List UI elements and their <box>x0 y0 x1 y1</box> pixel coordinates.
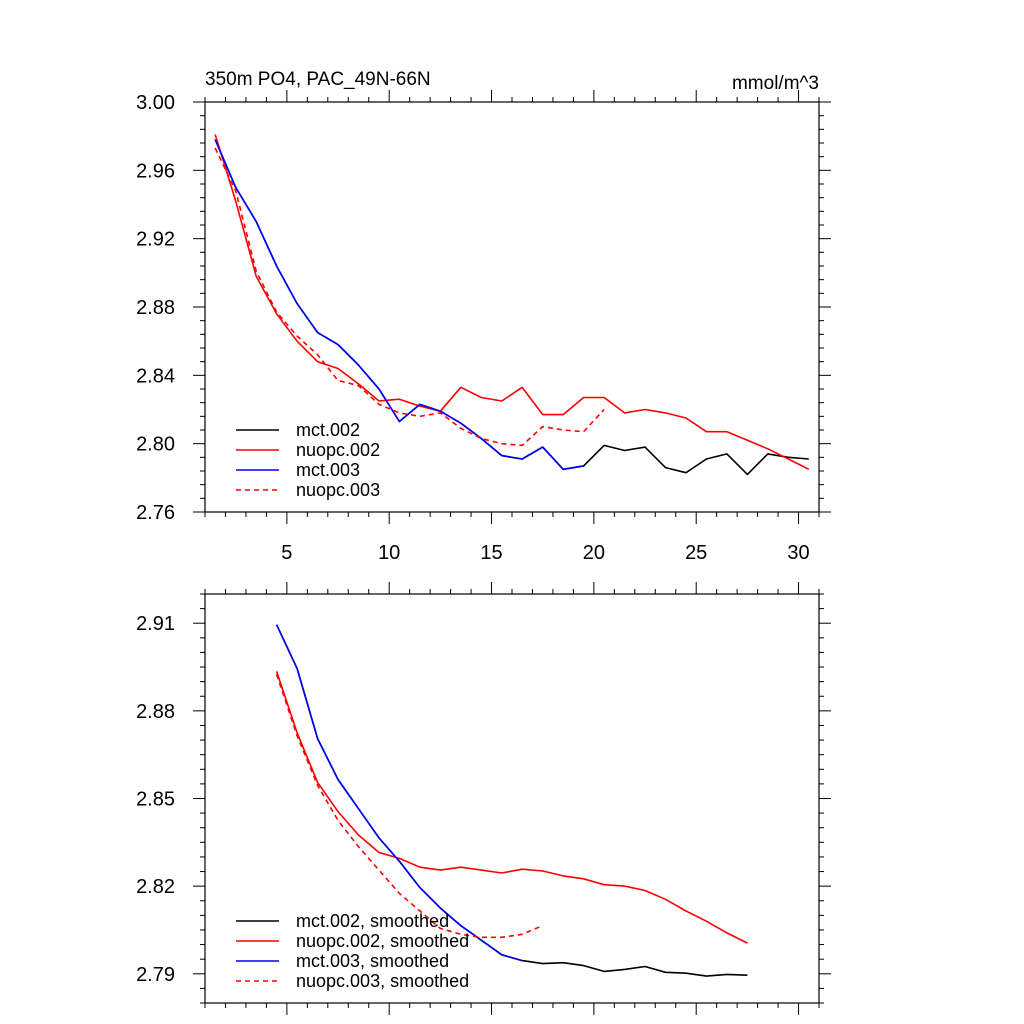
series-line-mct-003-smoothed <box>275 624 523 962</box>
y-tick-label: 2.88 <box>136 701 175 723</box>
series-line-nuopc-003-smoothed <box>275 674 544 939</box>
y-tick-label: 2.84 <box>136 365 175 387</box>
legend-label: mct.003 <box>296 460 360 480</box>
series-line-mct-003 <box>214 139 584 471</box>
x-tick-label: 10 <box>378 542 400 564</box>
units-label: mmol/m^3 <box>732 73 819 94</box>
series-line-nuopc-002-smoothed <box>275 671 748 944</box>
y-tick-label: 3.00 <box>136 92 175 114</box>
legend-label: mct.002, smoothed <box>296 911 449 931</box>
y-tick-label: 2.91 <box>136 613 175 635</box>
chart-title: 350m PO4, PAC_49N-66N <box>205 69 431 90</box>
y-tick-label: 2.76 <box>136 502 175 524</box>
y-tick-label: 2.80 <box>136 434 175 456</box>
legend-label: mct.003, smoothed <box>296 951 449 971</box>
legend-label: nuopc.003, smoothed <box>296 971 469 991</box>
x-tick-label: 20 <box>583 542 605 564</box>
legend-label: nuopc.002, smoothed <box>296 931 469 951</box>
x-tick-label: 25 <box>685 542 707 564</box>
legend-label: nuopc.003 <box>296 480 380 500</box>
y-tick-label: 2.79 <box>136 964 175 986</box>
y-tick-label: 2.92 <box>136 229 175 251</box>
x-tick-label: 5 <box>281 542 292 564</box>
legend-label: mct.002 <box>296 420 360 440</box>
top-panel: 5 10 15 20 25 30 2.76 2.80 2.84 2.88 2.92 2.96 3.00 3… <box>136 69 831 564</box>
x-tick-label: 15 <box>480 542 502 564</box>
y-tick-label: 2.82 <box>136 876 175 898</box>
legend-label: nuopc.002 <box>296 440 380 460</box>
x-tick-label: 30 <box>787 542 809 564</box>
y-tick-label: 2.96 <box>136 160 175 182</box>
series-line-nuopc-003 <box>214 147 605 447</box>
series-line-nuopc-002 <box>214 134 810 471</box>
y-tick-label: 2.88 <box>136 297 175 319</box>
y-tick-label: 2.85 <box>136 789 175 811</box>
